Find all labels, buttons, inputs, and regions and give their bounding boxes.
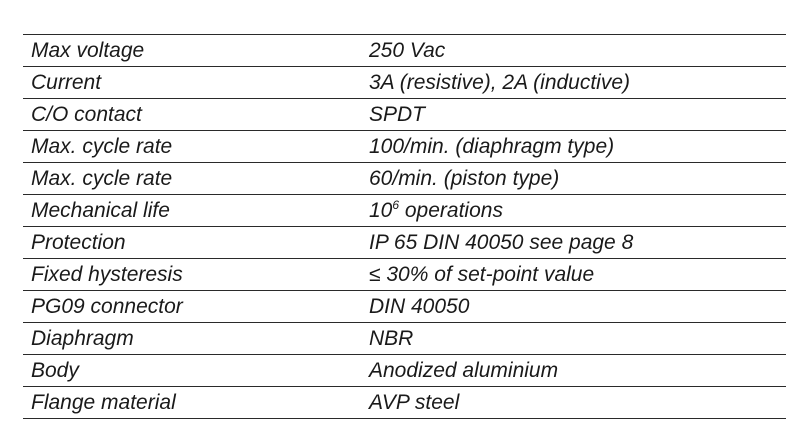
spec-label: Max. cycle rate [23, 162, 361, 195]
spec-label: Current [23, 66, 361, 99]
table-row: Fixed hysteresis ≤ 30% of set-point valu… [23, 258, 786, 291]
spec-value: AVP steel [361, 386, 786, 419]
spec-label: C/O contact [23, 98, 361, 131]
spec-value: IP 65 DIN 40050 see page 8 [361, 226, 786, 259]
spec-label: Flange material [23, 386, 361, 419]
value-exponent: 6 [392, 197, 400, 212]
spec-value: NBR [361, 322, 786, 355]
spec-label: Diaphragm [23, 322, 361, 355]
spec-value: 3A (resistive), 2A (inductive) [361, 66, 786, 99]
spec-table: Max voltage 250 Vac Current 3A (resistiv… [23, 34, 786, 419]
spec-value: 106 operations [361, 194, 786, 227]
spec-value: ≤ 30% of set-point value [361, 258, 786, 291]
table-row: Max. cycle rate 100/min. (diaphragm type… [23, 130, 786, 163]
table-row: Max. cycle rate 60/min. (piston type) [23, 162, 786, 195]
spec-label: Max. cycle rate [23, 130, 361, 163]
spec-value: 60/min. (piston type) [361, 162, 786, 195]
spec-value: DIN 40050 [361, 290, 786, 323]
table-row: PG09 connector DIN 40050 [23, 290, 786, 323]
spec-label: Protection [23, 226, 361, 259]
table-row: Mechanical life 106 operations [23, 194, 786, 227]
spec-value: 250 Vac [361, 34, 786, 67]
table-row: Max voltage 250 Vac [23, 34, 786, 67]
spec-value: SPDT [361, 98, 786, 131]
table-row: C/O contact SPDT [23, 98, 786, 131]
spec-label: Body [23, 354, 361, 387]
spec-label: PG09 connector [23, 290, 361, 323]
table-row: Body Anodized aluminium [23, 354, 786, 387]
spec-label: Max voltage [23, 34, 361, 67]
spec-label: Mechanical life [23, 194, 361, 227]
table-row: Flange material AVP steel [23, 386, 786, 419]
spec-value: 100/min. (diaphragm type) [361, 130, 786, 163]
value-base: 10 [369, 198, 393, 222]
table-row: Current 3A (resistive), 2A (inductive) [23, 66, 786, 99]
table-row: Diaphragm NBR [23, 322, 786, 355]
value-rest: operations [399, 198, 503, 222]
table-row: Protection IP 65 DIN 40050 see page 8 [23, 226, 786, 259]
spec-label: Fixed hysteresis [23, 258, 361, 291]
spec-value: Anodized aluminium [361, 354, 786, 387]
